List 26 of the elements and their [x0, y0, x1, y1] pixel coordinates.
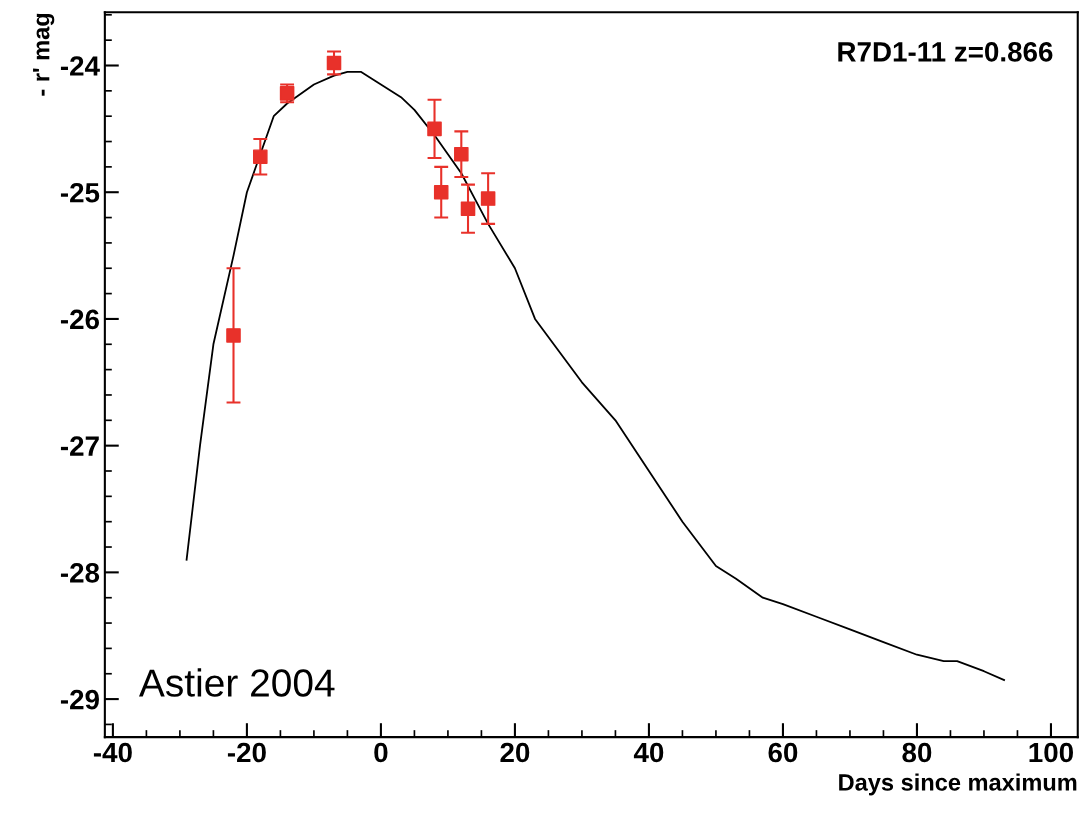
y-tick-label: -26 [60, 309, 99, 330]
x-axis-title: Days since maximum [839, 773, 1077, 796]
y-tick-label: -29 [60, 689, 99, 710]
x-tick-label: -40 [93, 742, 132, 763]
x-tick-label: 20 [500, 742, 530, 763]
x-tick-label: 60 [768, 742, 798, 763]
point [433, 184, 449, 200]
x-tick-label: 0 [374, 742, 388, 763]
y-tick-label: -25 [60, 182, 100, 203]
annotation: R7D1-11 z=0.866 [838, 42, 1053, 62]
y-axis-title: - r' mag [33, 13, 55, 96]
x-tick-label: 40 [633, 742, 664, 763]
point [253, 149, 268, 165]
point [427, 121, 442, 137]
x-tick-label: 80 [902, 742, 932, 763]
x-tick-label: 100 [1029, 742, 1073, 763]
y-tick-label: -27 [60, 436, 99, 456]
point [326, 55, 342, 71]
point [454, 146, 469, 162]
annotation: Astier 2004 [138, 668, 335, 697]
point [460, 201, 476, 216]
point [480, 191, 496, 206]
point [226, 328, 241, 343]
y-tick-label: -24 [60, 56, 100, 76]
x-tick-label: -20 [227, 742, 266, 763]
y-tick-label: -28 [60, 563, 100, 583]
